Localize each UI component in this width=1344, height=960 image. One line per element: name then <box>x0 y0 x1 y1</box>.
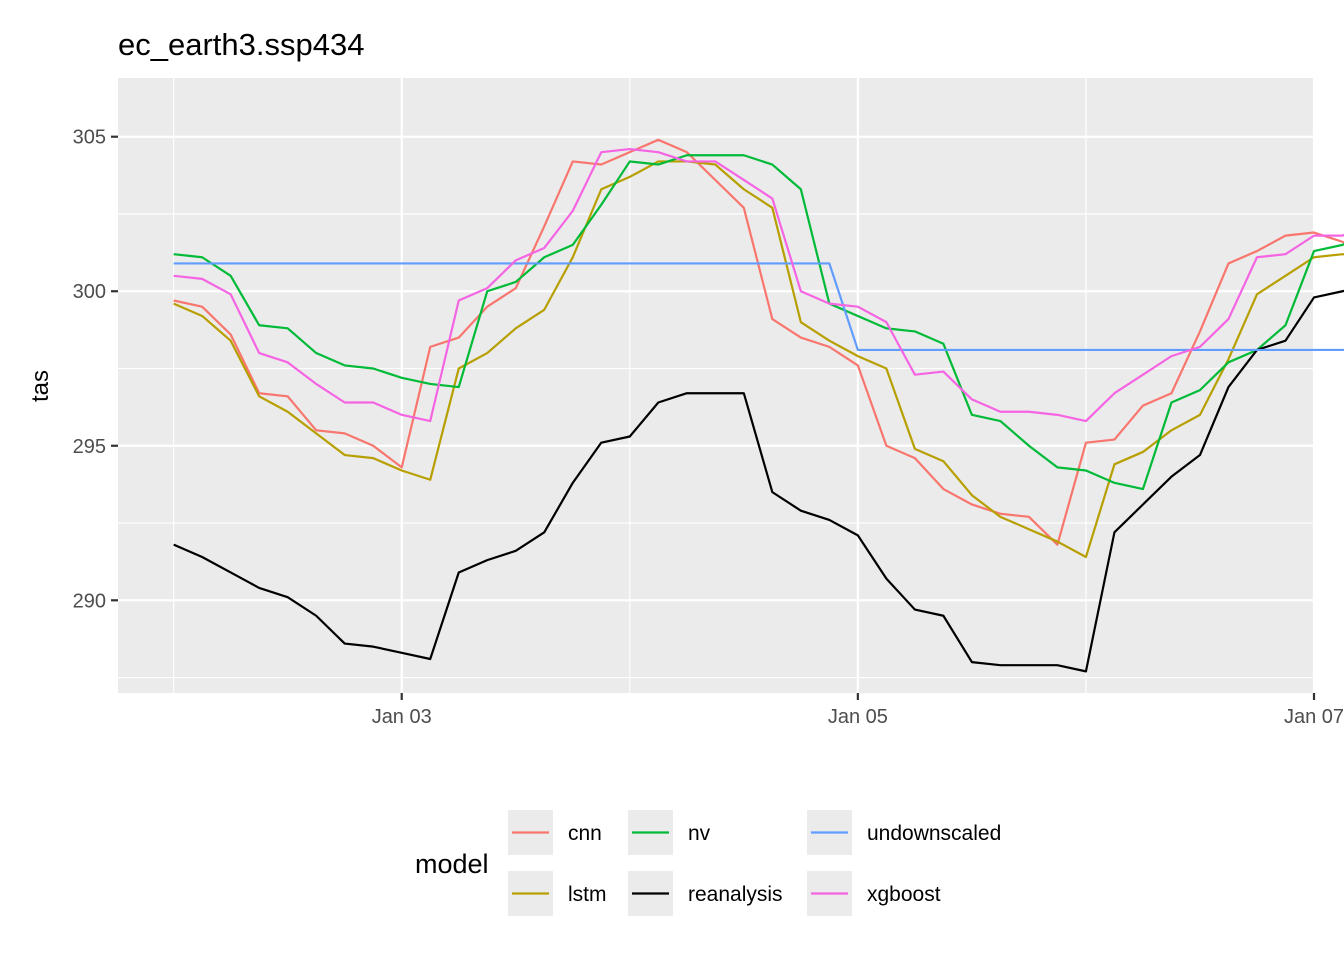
legend-title: model <box>415 849 489 879</box>
x-tick-label: Jan 03 <box>372 706 432 728</box>
x-axis: Jan 03 Jan 05 Jan 07 <box>372 693 1344 728</box>
legend-label-reanalysis: reanalysis <box>688 883 783 906</box>
series-line-nv <box>173 154 1344 491</box>
series-layer <box>173 138 1344 673</box>
y-tick-label: 300 <box>73 281 106 303</box>
grid-major-x <box>400 78 1316 693</box>
x-tick-label: Jan 05 <box>828 706 888 728</box>
series-line-reanalysis <box>173 289 1344 673</box>
y-tick-label: 295 <box>73 436 106 458</box>
legend-label-cnn: cnn <box>568 822 602 845</box>
y-axis: 290 295 300 305 <box>73 127 118 612</box>
y-tick-label: 290 <box>73 590 106 612</box>
grid-minor-y <box>118 213 1314 679</box>
legend-label-lstm: lstm <box>568 883 607 906</box>
series-line-lstm <box>173 160 1344 559</box>
grid-minor-x <box>173 78 1087 693</box>
series-line-cnn <box>173 138 1344 546</box>
legend-label-undownscaled: undownscaled <box>867 822 1001 845</box>
series-line-undownscaled <box>173 262 1344 352</box>
x-tick-label: Jan 07 <box>1284 706 1344 728</box>
legend-label-nv: nv <box>688 822 711 845</box>
chart-title: ec_earth3.ssp434 <box>118 27 364 62</box>
grid-major-y <box>118 135 1314 602</box>
series-line-xgboost <box>173 147 1344 423</box>
legend-label-xgboost: xgboost <box>867 883 941 906</box>
y-tick-label: 305 <box>73 127 106 149</box>
legend: model cnn lstm nv reanalysis undownscaled xgb… <box>415 810 1001 916</box>
y-axis-title: tas <box>27 370 54 402</box>
